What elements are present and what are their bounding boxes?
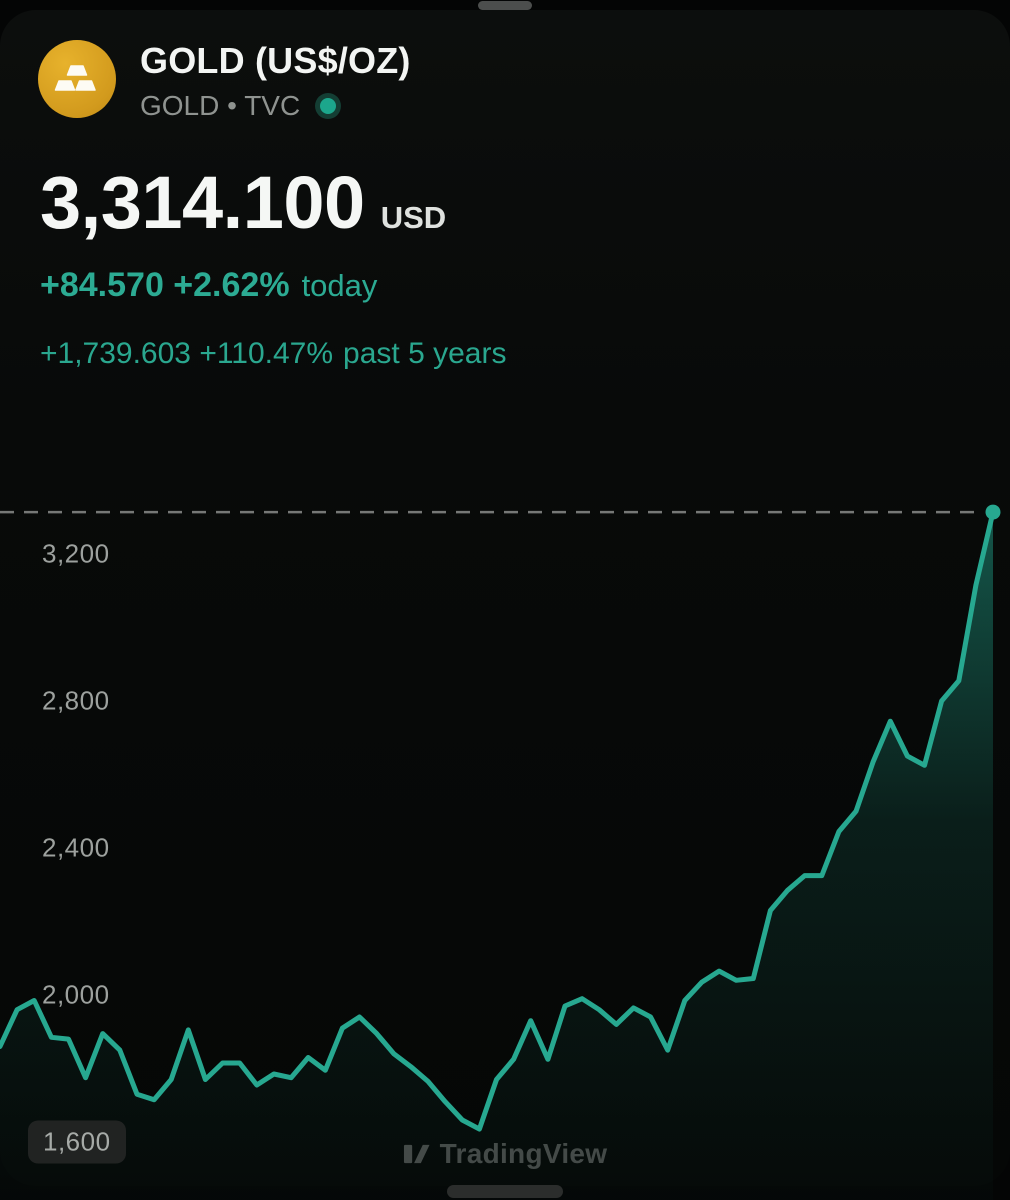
instrument-subtitle: GOLD • TVC	[140, 90, 301, 121]
tradingview-logo-icon	[403, 1144, 430, 1163]
gold-ingots-icon	[38, 40, 116, 118]
price-area-fill	[0, 512, 993, 1200]
watermark-label: TradingView	[439, 1138, 608, 1169]
bottom-drag-handle[interactable]	[447, 1185, 563, 1198]
top-drag-handle[interactable]	[478, 1, 532, 10]
gold-bars-glyph	[54, 65, 96, 91]
price-line	[0, 509, 996, 1132]
change-today-row: +84.570 +2.62% today	[40, 266, 377, 305]
change-5y-label: past 5 years	[343, 337, 507, 370]
change-today-label: today	[301, 268, 378, 303]
tradingview-watermark: TradingView	[0, 1138, 1010, 1170]
change-today-value: +84.570 +2.62%	[40, 266, 290, 304]
last-price-dot	[985, 504, 1001, 520]
change-5y-value: +1,739.603 +110.47%	[40, 337, 334, 370]
change-5y-row: +1,739.603 +110.47% past 5 years	[40, 337, 506, 371]
instrument-title: GOLD (US$/OZ)	[140, 40, 411, 81]
price-currency: USD	[380, 200, 447, 235]
current-price: 3,314.100	[40, 161, 365, 244]
market-open-dot	[320, 98, 337, 114]
